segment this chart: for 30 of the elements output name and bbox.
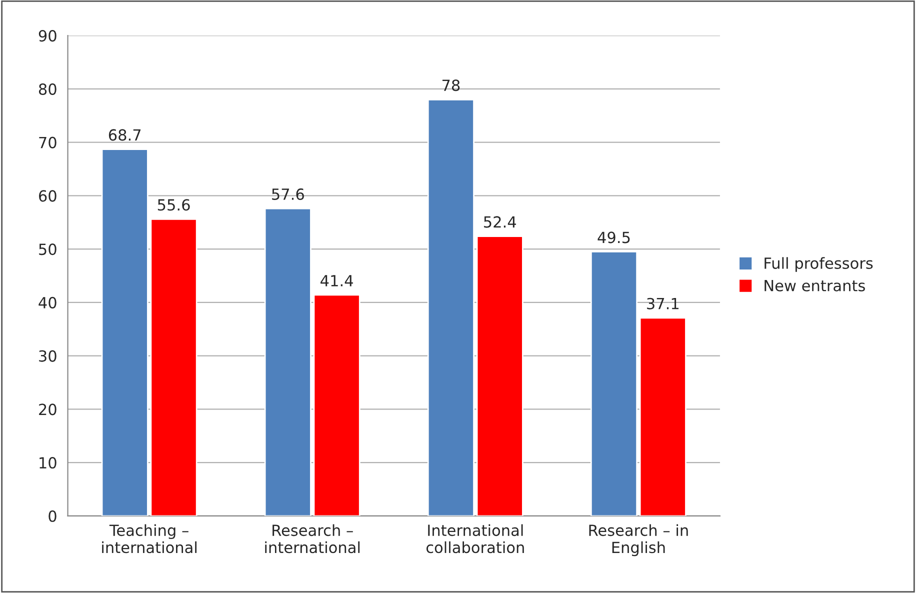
bar [639,317,686,516]
bar [264,208,312,516]
y-tick-label: 0 [48,510,56,522]
y-tick-label: 20 [39,404,56,416]
legend-label: Full professors [764,257,873,272]
bar [590,251,638,516]
y-tick-label: 80 [38,83,56,95]
data-label: 55.6 [158,199,190,211]
y-tick-label: 40 [38,296,56,308]
y-tick-label: 90 [38,30,56,42]
data-label: 78 [442,80,460,92]
x-tick-label: International collaboration [426,524,524,554]
bar [476,236,524,516]
y-tick-label: 30 [39,350,56,362]
data-label: 52.4 [484,216,516,228]
x-tick-label: Research – in English [589,524,688,556]
legend-label: New entrants [764,280,865,292]
bar [313,294,360,516]
x-tick-label: Research – international [265,524,360,554]
y-tick-label: 50 [39,244,56,256]
y-tick-label: 60 [38,190,56,202]
bar [427,98,474,516]
y-tick-label: 10 [40,457,56,469]
data-label: 57.6 [272,188,304,200]
data-label: 37.1 [647,298,679,310]
data-label: 41.4 [320,275,353,286]
y-tick-label: 70 [39,136,56,148]
data-label: 68.7 [108,129,141,141]
x-tick-label: Teaching – international [102,524,196,554]
data-label: 49.5 [598,232,630,244]
